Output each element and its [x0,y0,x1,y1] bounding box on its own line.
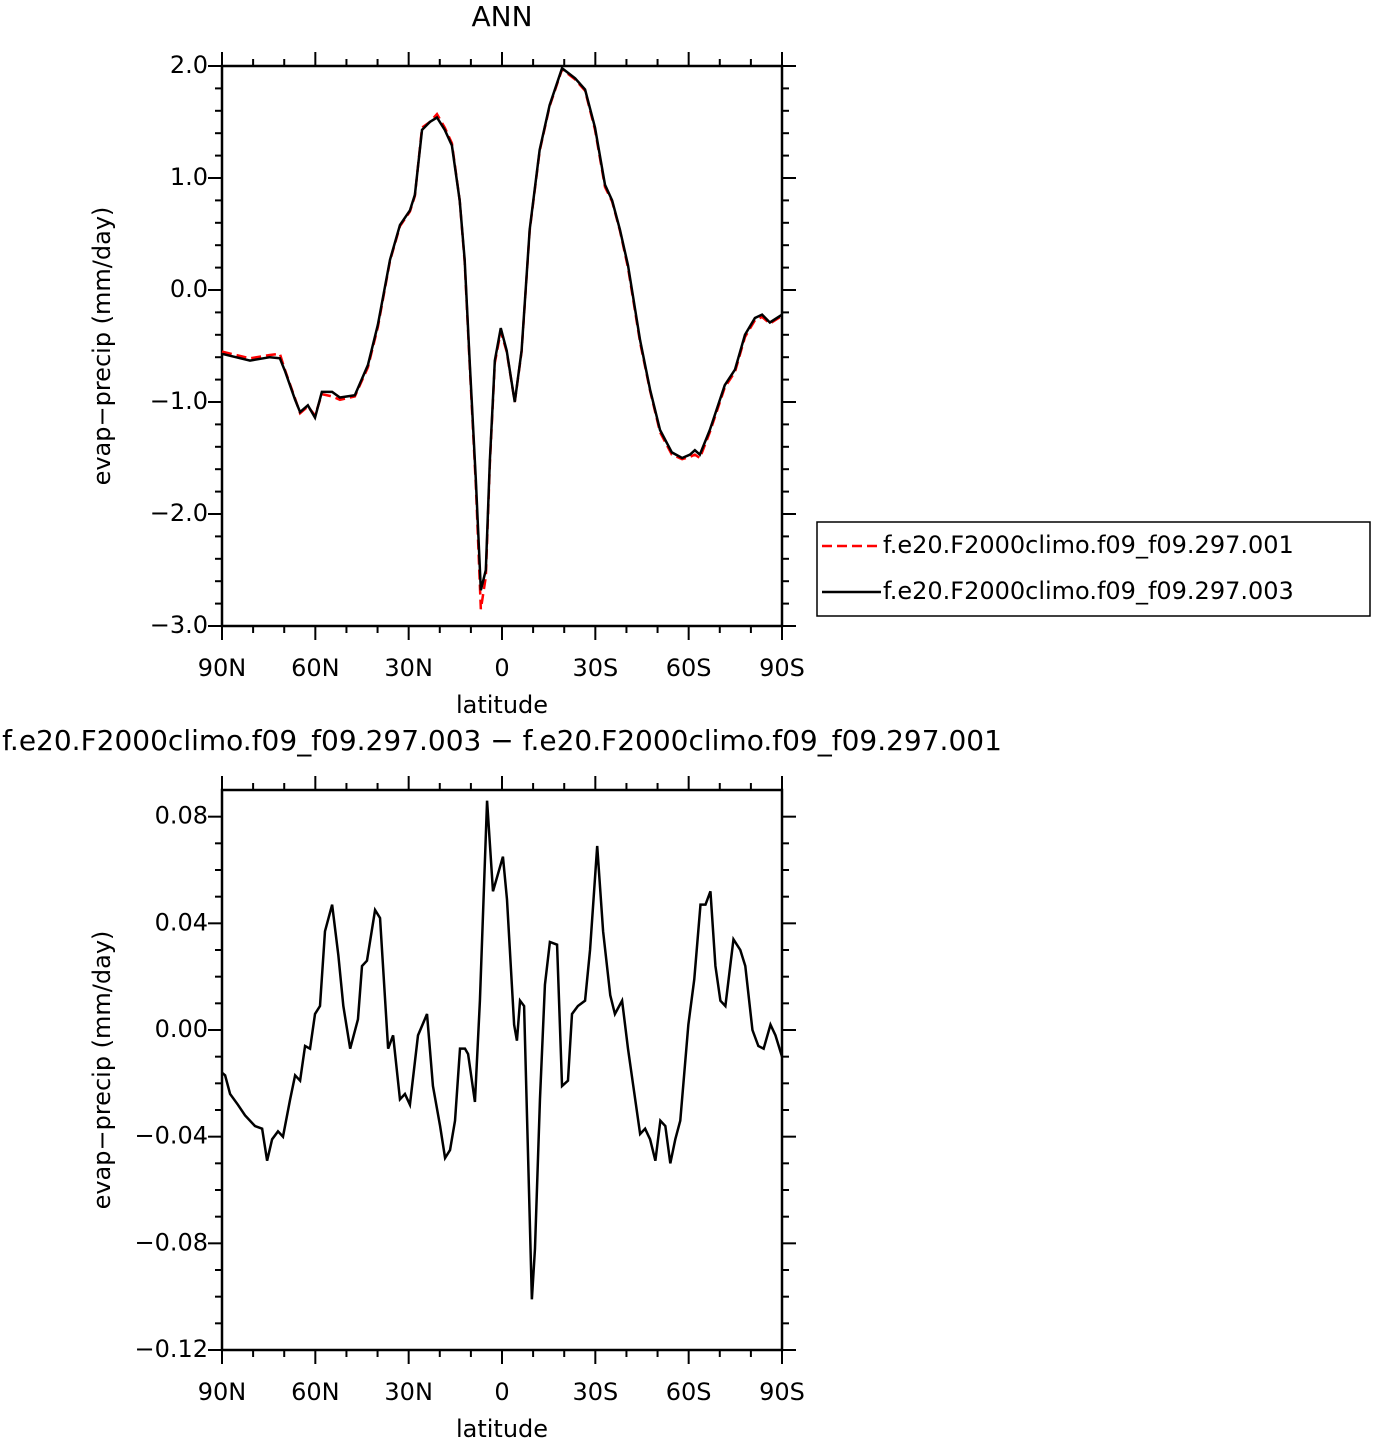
y-tick-label: 0.00 [155,1015,208,1043]
y-tick-label: 0.04 [155,908,208,936]
x-tick-label: 60N [291,654,340,682]
x-tick-label: 0 [494,654,509,682]
y-tick-label: −0.12 [134,1335,208,1363]
x-axis-label: latitude [456,691,548,719]
legend-box [816,521,1371,617]
x-tick-label: 90S [759,654,805,682]
y-tick-label: 1.0 [170,163,208,191]
y-tick-label: 0.08 [155,802,208,830]
chart-title: ANN [471,0,532,33]
y-tick-label: −2.0 [150,499,208,527]
x-tick-label: 60S [666,654,712,682]
x-axis-label: latitude [456,1415,548,1443]
legend-label: f.e20.F2000climo.f09_f09.297.001 [883,531,1294,559]
y-tick-label: −3.0 [150,611,208,639]
x-tick-label: 30S [572,1378,618,1406]
x-tick-label: 30N [384,1378,433,1406]
y-axis-label: evap−precip (mm/day) [88,207,116,486]
x-tick-label: 60N [291,1378,340,1406]
plot-frame [220,788,784,1352]
y-tick-label: 0.0 [170,275,208,303]
legend-label: f.e20.F2000climo.f09_f09.297.003 [883,577,1294,605]
x-tick-label: 90N [198,1378,247,1406]
x-tick-label: 90N [198,654,247,682]
series-line [221,800,784,1300]
series-line [221,67,783,610]
plot-frame [220,64,784,628]
x-tick-label: 30N [384,654,433,682]
x-tick-label: 90S [759,1378,805,1406]
y-axis-label: evap−precip (mm/day) [88,931,116,1210]
x-tick-label: 60S [666,1378,712,1406]
x-tick-label: 30S [572,654,618,682]
y-tick-label: −0.08 [134,1228,208,1256]
x-tick-label: 0 [494,1378,509,1406]
series-line [221,66,783,591]
y-tick-label: −1.0 [150,387,208,415]
y-tick-label: −0.04 [134,1122,208,1150]
y-tick-label: 2.0 [170,51,208,79]
chart-title: f.e20.F2000climo.f09_f09.297.003 − f.e20… [2,724,1002,757]
